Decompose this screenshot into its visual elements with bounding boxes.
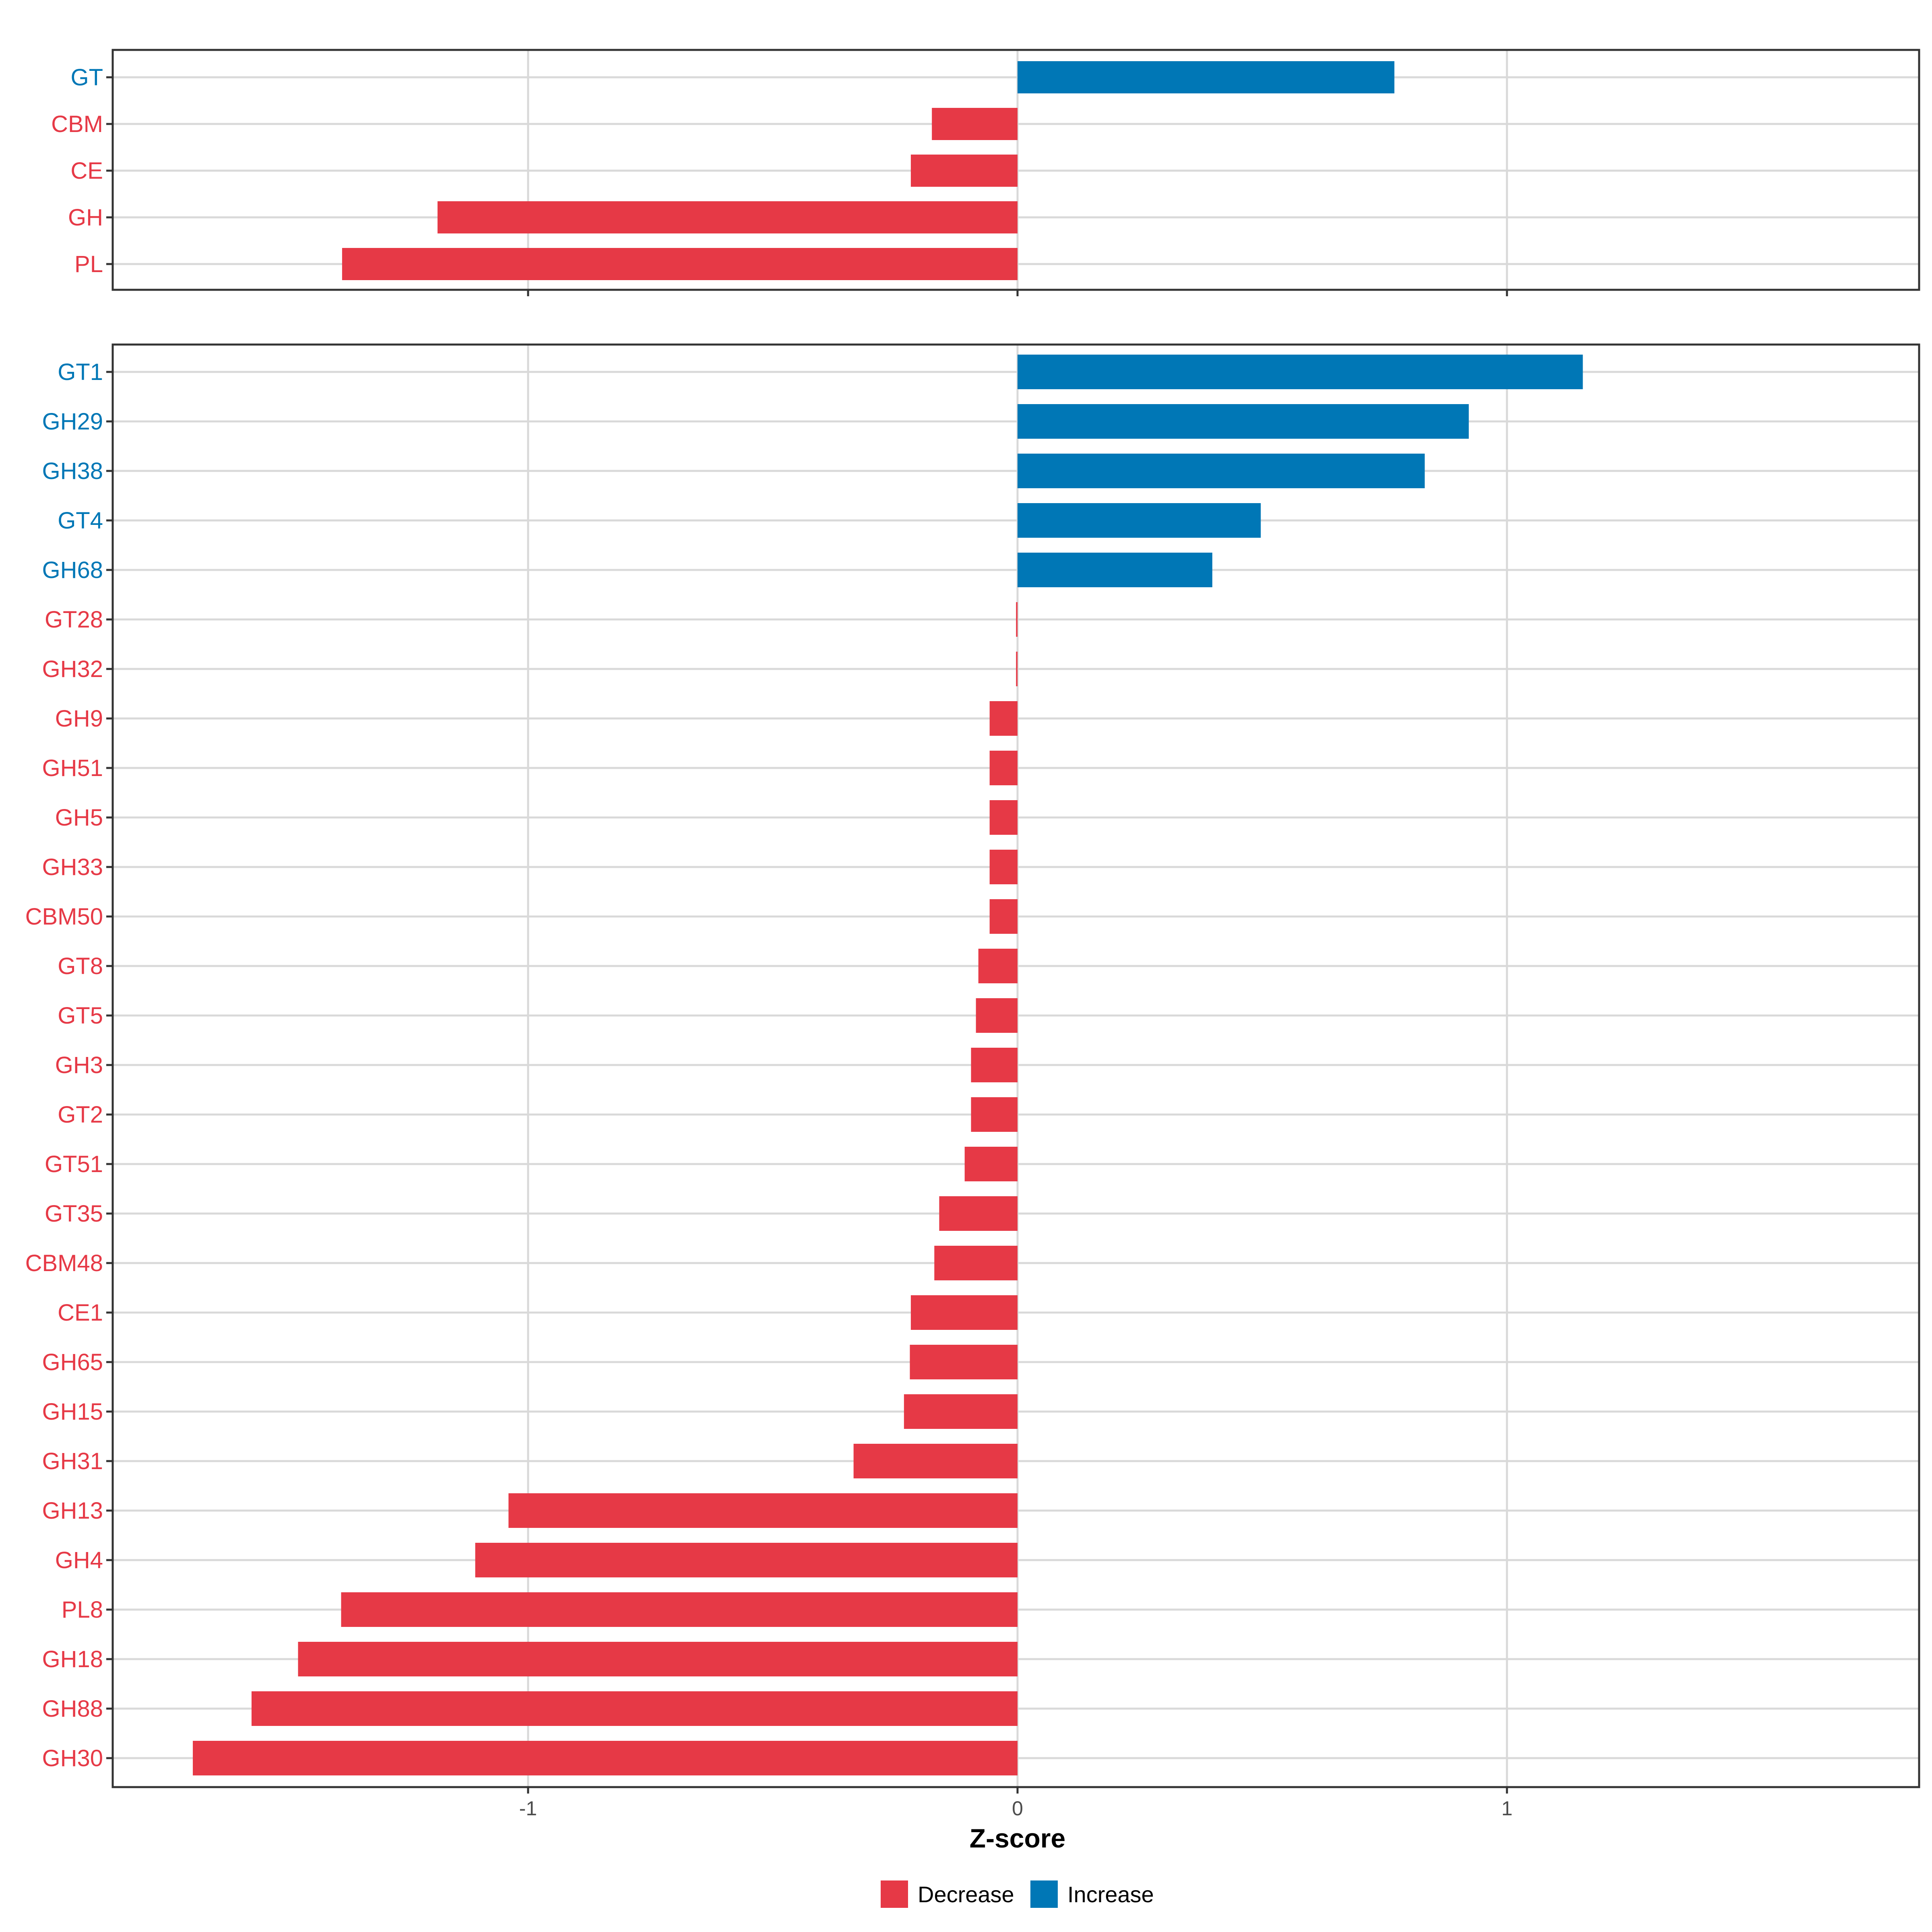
bar-GT35	[939, 1196, 1018, 1231]
y-label-GT2: GT2	[58, 1102, 103, 1128]
bar-CE1	[910, 1295, 1018, 1330]
bar-GH3	[971, 1048, 1018, 1082]
x-axis-title: Z-score	[970, 1823, 1065, 1853]
y-label-PL: PL	[74, 251, 103, 277]
legend-label-increase: Increase	[1067, 1882, 1154, 1907]
panel-border-1	[111, 343, 1920, 1788]
y-label-GH29: GH29	[42, 409, 103, 435]
bar-GT28	[1016, 602, 1018, 637]
bar-GH4	[475, 1543, 1018, 1577]
bar-GH31	[853, 1444, 1018, 1478]
bar-GH51	[989, 751, 1018, 785]
y-label-GH9: GH9	[55, 706, 103, 732]
bar-GH65	[910, 1345, 1018, 1379]
y-label-CBM: CBM	[51, 111, 103, 137]
y-label-GH68: GH68	[42, 557, 103, 583]
bar-GH9	[989, 701, 1018, 736]
bar-GH32	[1016, 652, 1018, 686]
bar-GT51	[964, 1147, 1018, 1181]
y-label-GH5: GH5	[55, 805, 103, 831]
y-label-CBM50: CBM50	[25, 904, 103, 930]
bar-PL	[342, 248, 1018, 280]
bar-GT2	[971, 1097, 1018, 1132]
y-label-GT5: GT5	[58, 1003, 103, 1029]
y-label-CBM48: CBM48	[25, 1250, 103, 1276]
bar-GH38	[1018, 454, 1425, 488]
y-label-GH33: GH33	[42, 854, 103, 880]
bar-GT	[1018, 61, 1395, 93]
y-label-GT51: GT51	[45, 1151, 103, 1177]
bar-GT5	[976, 998, 1018, 1033]
bar-CE	[910, 155, 1018, 187]
bar-GH33	[989, 850, 1018, 884]
x-tick-label-2: 1	[1501, 1797, 1513, 1820]
bar-GT1	[1018, 355, 1583, 389]
y-label-GT: GT	[70, 64, 103, 91]
y-label-GH3: GH3	[55, 1052, 103, 1078]
y-label-GH65: GH65	[42, 1349, 103, 1375]
bar-GH15	[904, 1394, 1018, 1429]
y-label-GH13: GH13	[42, 1498, 103, 1524]
bar-CBM	[932, 108, 1018, 140]
bar-GH13	[508, 1493, 1018, 1528]
y-label-GH18: GH18	[42, 1646, 103, 1672]
y-label-GH4: GH4	[55, 1547, 103, 1573]
bar-GH18	[298, 1642, 1018, 1676]
y-label-CE1: CE1	[58, 1300, 103, 1326]
legend-label-decrease: Decrease	[918, 1882, 1014, 1907]
bottom-panel: GT1 GH29 GH38 GT4 GH68 GT28 GH32 GH9 GH51 GH5 GH33…	[25, 343, 1920, 1794]
y-label-GH51: GH51	[42, 755, 103, 781]
y-label-GH: GH	[68, 204, 103, 231]
x-tick-label-0: -1	[519, 1797, 537, 1820]
bar-GH	[438, 201, 1018, 233]
y-label-GH15: GH15	[42, 1399, 103, 1425]
y-label-CE: CE	[70, 158, 103, 184]
y-label-GT8: GT8	[58, 953, 103, 979]
bar-GH68	[1018, 553, 1212, 587]
y-label-PL8: PL8	[62, 1597, 103, 1623]
bar-GH5	[989, 800, 1018, 835]
y-label-GT35: GT35	[45, 1201, 103, 1227]
panel-border-0	[111, 49, 1920, 291]
legend: Decrease Increase	[881, 1880, 1154, 1908]
bar-CBM50	[989, 899, 1018, 934]
legend-key-decrease	[881, 1880, 908, 1908]
legend-key-increase	[1030, 1880, 1058, 1908]
y-label-GT28: GT28	[45, 607, 103, 633]
bar-GT8	[978, 949, 1018, 983]
bar-GH29	[1018, 404, 1469, 439]
x-tick-label-1: 0	[1012, 1797, 1023, 1820]
y-label-GH30: GH30	[42, 1745, 103, 1771]
y-label-GT4: GT4	[58, 508, 103, 534]
top-panel: GT CBM CE GH PL	[51, 49, 1920, 296]
y-label-GH38: GH38	[42, 458, 103, 484]
x-axis: -1 0 1	[519, 1797, 1513, 1820]
y-label-GH31: GH31	[42, 1448, 103, 1474]
bar-CBM48	[934, 1246, 1018, 1280]
y-label-GH32: GH32	[42, 656, 103, 682]
y-label-GH88: GH88	[42, 1696, 103, 1722]
bar-GH30	[193, 1741, 1018, 1775]
y-label-GT1: GT1	[58, 359, 103, 385]
bar-GT4	[1018, 503, 1261, 538]
bar-PL8	[341, 1592, 1018, 1627]
bar-GH88	[251, 1691, 1018, 1726]
